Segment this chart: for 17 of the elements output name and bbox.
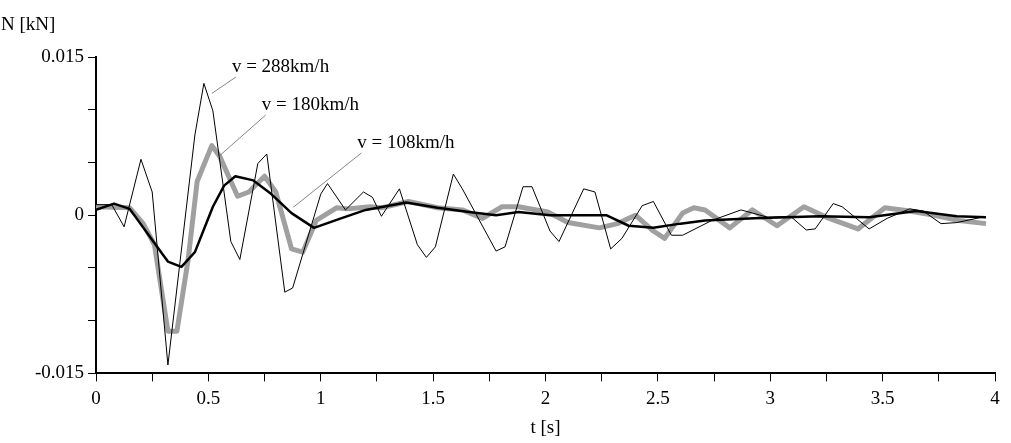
text: v = 108km/h [357, 130, 456, 152]
series-label: v = 288km/h [231, 54, 330, 76]
x-tick-label: 4 [990, 386, 1001, 408]
x-tick-label: 1.5 [421, 386, 445, 408]
x-tick-label: 0.5 [196, 386, 221, 408]
y-tick-label: 0.015 [41, 44, 84, 66]
x-axis-title: t [s] [530, 415, 561, 437]
x-tick-label: 3 [765, 386, 775, 408]
x-tick-label: 1 [316, 386, 326, 408]
y-axis-title: N [kN] [1, 13, 56, 35]
y-tick-label: -0.015 [34, 361, 84, 383]
x-tick-label: 2.5 [646, 386, 670, 408]
y-tick-label: 0 [74, 203, 84, 225]
x-tick-label: 0 [91, 386, 101, 408]
text: v = 180km/h [261, 92, 360, 114]
x-tick-label: 2 [540, 386, 551, 408]
x-tick-label: 3.5 [870, 386, 895, 408]
